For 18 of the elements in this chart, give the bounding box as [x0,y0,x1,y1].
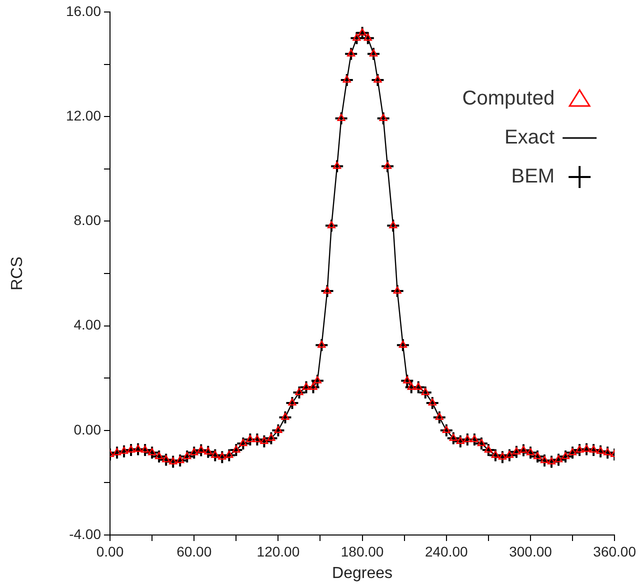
legend-label: BEM [511,166,555,188]
x-axis-title: Degrees [332,564,393,582]
y-axis-title: RCS [9,256,26,290]
x-tick-label: 240.00 [424,543,468,560]
x-tick-label: 120.00 [256,543,300,560]
legend-label: Computed [462,88,555,110]
y-tick-label: 12.00 [66,107,102,124]
x-tick-label: 0.00 [96,543,124,560]
y-tick-label: 16.00 [66,2,102,19]
y-tick-label: -4.00 [69,526,102,542]
x-tick-label: 180.00 [340,543,384,560]
y-tick-label: 0.00 [74,421,102,438]
x-tick-label: 300.00 [509,543,552,560]
x-tick-label: 360.00 [593,543,636,560]
y-tick-label: 4.00 [74,316,102,333]
y-tick-label: 8.00 [74,212,102,228]
x-tick-label: 60.00 [176,543,212,560]
legend-label: Exact [504,126,556,149]
